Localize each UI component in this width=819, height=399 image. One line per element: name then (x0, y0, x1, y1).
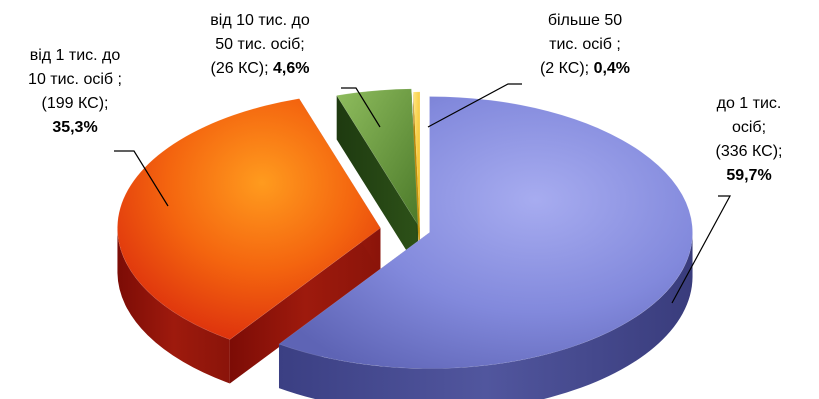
slice-50-plus-side (413, 91, 420, 272)
slice-50-plus (413, 91, 421, 228)
slice-10-50-tys-edge-0 (336, 95, 418, 269)
slice-1-10-tys-edge-0 (229, 227, 381, 384)
slice-1-10-tys (117, 98, 381, 340)
leader-line-1 (114, 150, 169, 207)
slice-1-10-tys-rim-0 (117, 228, 230, 384)
slice-do-1-tys (278, 96, 693, 369)
label-slice-1: від 1 тис. до 10 тис. осіб ; (199 КС); 3… (28, 47, 122, 136)
leader-line-2 (341, 87, 381, 128)
label-slice-3: більше 50 тис. осіб ; (2 КС); 0,4% (539, 12, 631, 77)
leader-line-0 (671, 195, 732, 304)
slice-50-plus-edge-0 (413, 91, 420, 272)
slice-do-1-tys-rim-0 (278, 233, 693, 399)
label-slice-2: від 10 тис. до 50 тис. осіб; (26 КС); 4,… (210, 12, 310, 77)
label-slice-0: до 1 тис. осіб; (336 КС); 59,7% (715, 95, 783, 184)
pie-slices (117, 88, 693, 399)
leader-lines (114, 83, 732, 304)
leader-line-3 (427, 83, 522, 128)
slice-10-50-tys (336, 88, 419, 227)
